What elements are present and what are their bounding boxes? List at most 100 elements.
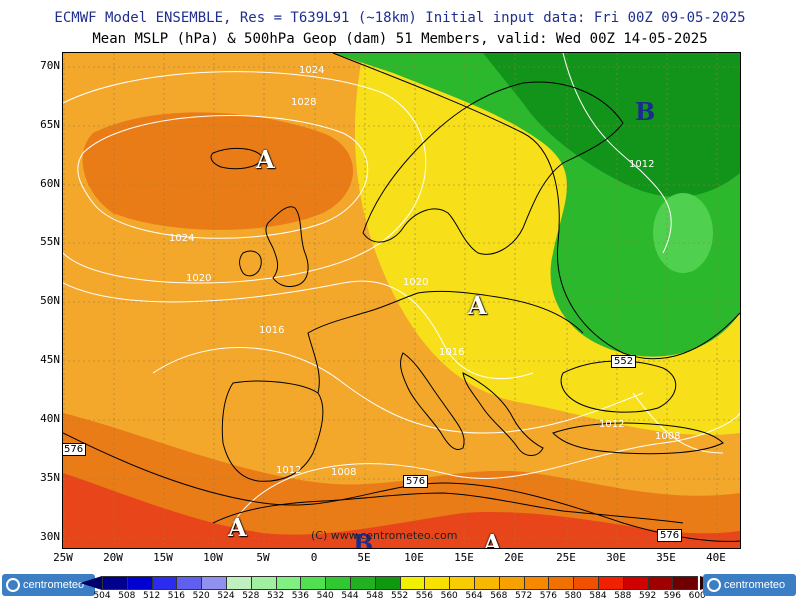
legend-swatch — [126, 576, 153, 590]
lon-label-35e: 35E — [656, 551, 676, 564]
lat-label-30n: 30N — [40, 530, 60, 543]
isobar-label: 1012 — [629, 159, 655, 170]
legend-left-arrow — [80, 576, 102, 590]
logo-icon — [707, 578, 721, 593]
low-pressure-center: B — [353, 529, 374, 549]
field-dark-orange — [63, 413, 740, 548]
isobars — [63, 53, 740, 524]
weather-map[interactable]: A A A A B B 1024 1028 1024 1020 1016 102… — [62, 52, 741, 549]
legend-swatch — [573, 576, 599, 590]
geopotential-label: 576 — [403, 475, 429, 488]
geopotential-contours — [63, 53, 740, 542]
lon-label-20e: 20E — [504, 551, 524, 564]
lat-label-35n: 35N — [40, 471, 60, 484]
centrometeo-logo-right[interactable]: centrometeo — [703, 574, 796, 596]
legend-value-label: 552 — [391, 591, 409, 601]
high-pressure-center: A — [256, 145, 275, 174]
legend-swatch — [647, 576, 674, 590]
legend-value-label: 580 — [564, 591, 582, 601]
legend-value-label: 512 — [143, 591, 161, 601]
isobar-label: 1020 — [186, 273, 212, 284]
legend-swatch — [275, 576, 302, 590]
map-canvas — [63, 53, 740, 548]
legend-swatch — [151, 576, 178, 590]
legend-swatch — [226, 576, 252, 590]
lat-label-45n: 45N — [40, 353, 60, 366]
isobar-label: 1016 — [439, 347, 465, 358]
legend-value-label: 560 — [440, 591, 458, 601]
chart-title: ECMWF Model ENSEMBLE, Res = T639L91 (~18… — [54, 10, 746, 26]
isobar-label: 1008 — [331, 467, 357, 478]
legend-value-label: 516 — [167, 591, 185, 601]
legend-swatch — [399, 576, 426, 590]
field-dark-green — [483, 53, 740, 197]
legend-swatch — [201, 576, 227, 590]
legend-value-label: 556 — [415, 591, 433, 601]
lat-label-60n: 60N — [40, 177, 60, 190]
legend-value-label: 596 — [663, 591, 681, 601]
legend-swatch — [350, 576, 376, 590]
centrometeo-logo-left[interactable]: centrometeo — [2, 574, 95, 596]
legend-value-label: 520 — [192, 591, 210, 601]
legend-swatch — [325, 576, 351, 590]
legend-swatch — [176, 576, 203, 590]
legend-value-label: 536 — [291, 591, 309, 601]
legend-value-label: 544 — [341, 591, 359, 601]
lon-label-25e: 25E — [556, 551, 576, 564]
field-dark-orange-atlantic — [82, 112, 353, 230]
legend-swatch — [250, 576, 277, 590]
logo-icon — [6, 578, 20, 593]
low-pressure-center: B — [635, 97, 656, 126]
field-red — [63, 473, 740, 548]
legend-value-label: 508 — [118, 591, 136, 601]
legend-swatch — [548, 576, 575, 590]
legend-value-label: 576 — [539, 591, 557, 601]
legend-value-label: 564 — [465, 591, 483, 601]
legend-swatch — [474, 576, 500, 590]
legend-swatch — [300, 576, 327, 590]
isobar-label: 1020 — [403, 277, 429, 288]
legend-value-label: 528 — [242, 591, 260, 601]
geopotential-label: 576 — [63, 443, 87, 456]
isobar-label: 1012 — [276, 465, 302, 476]
lon-label-5w: 5W — [256, 551, 270, 564]
lon-label-0: 0 — [310, 551, 318, 564]
color-legend: centrometeo 504 508 512 516 520 524 528 532 536 5… — [0, 572, 800, 601]
legend-value-label: 540 — [316, 591, 334, 601]
high-pressure-center: A — [228, 513, 247, 542]
lon-label-40e: 40E — [706, 551, 726, 564]
legend-swatch — [374, 576, 401, 590]
lat-label-40n: 40N — [40, 412, 60, 425]
lon-label-10e: 10E — [404, 551, 424, 564]
legend-swatch — [498, 576, 525, 590]
geopotential-label: 552 — [611, 355, 637, 368]
isobar-label: 1008 — [655, 431, 681, 442]
lon-label-20w: 20W — [103, 551, 123, 564]
legend-swatch — [598, 576, 624, 590]
high-pressure-center: A — [483, 529, 502, 549]
lat-label-50n: 50N — [40, 294, 60, 307]
isobar-label: 1028 — [291, 97, 317, 108]
legend-value-label: 592 — [639, 591, 657, 601]
legend-swatch — [622, 576, 649, 590]
legend-value-label: 572 — [515, 591, 533, 601]
lon-label-30e: 30E — [606, 551, 626, 564]
lon-label-5e: 5E — [357, 551, 371, 564]
isobar-label: 1016 — [259, 325, 285, 336]
isobar-label: 1024 — [299, 65, 325, 76]
legend-value-label: 532 — [267, 591, 285, 601]
lat-label-65n: 65N — [40, 118, 60, 131]
chart-subtitle: Mean MSLP (hPa) & 500hPa Geop (dam) 51 M… — [92, 31, 708, 47]
isobar-label: 1024 — [169, 233, 195, 244]
legend-value-label: 588 — [614, 591, 632, 601]
copyright-text: (C) www.centrometeo.com — [311, 529, 458, 542]
coastlines — [210, 81, 724, 524]
isobar-label: 1012 — [599, 419, 625, 430]
lon-label-25w: 25W — [53, 551, 73, 564]
legend-value-label: 524 — [217, 591, 235, 601]
legend-swatch — [424, 576, 451, 590]
high-pressure-center: A — [468, 291, 487, 320]
legend-value-label: 504 — [93, 591, 111, 601]
geopotential-label: 576 — [657, 529, 683, 542]
legend-swatch — [102, 576, 128, 590]
